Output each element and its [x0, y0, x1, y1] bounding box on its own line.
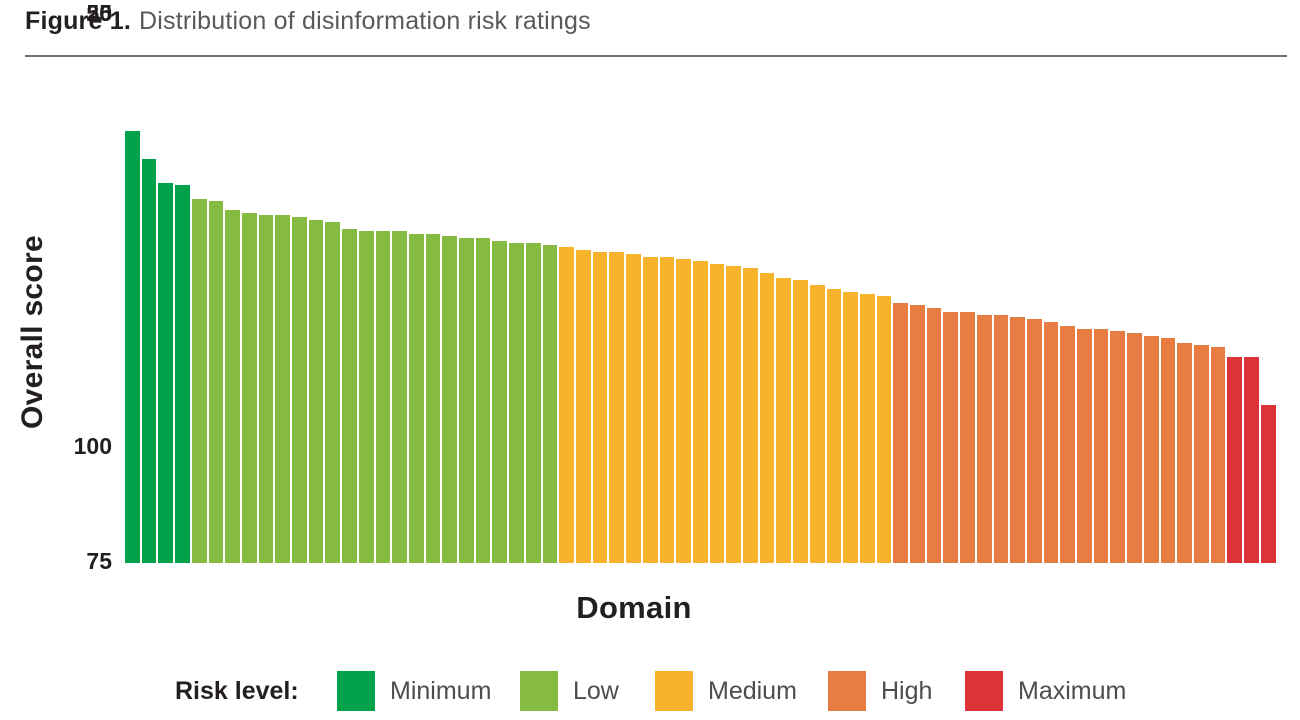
bar-low — [375, 231, 391, 563]
bar-low — [392, 231, 407, 563]
legend-swatch-low — [520, 671, 558, 711]
bar-low — [408, 234, 424, 563]
legend-swatch-maximum — [965, 671, 1003, 711]
bar-medium — [609, 252, 625, 563]
bar-low — [191, 199, 207, 563]
y-axis-label: Overall score — [16, 234, 49, 430]
bar-high — [1160, 338, 1176, 563]
bar-low — [475, 238, 491, 563]
bar-medium — [709, 264, 725, 563]
bar-low — [208, 201, 224, 563]
bar-medium — [793, 280, 808, 563]
risk-level-legend: Risk level: Minimum Low Medium High Maxi… — [0, 668, 1300, 714]
bar-low — [225, 210, 240, 563]
y-tick-100: 100 — [73, 433, 112, 459]
bar-medium — [776, 278, 792, 563]
legend-swatch-high — [828, 671, 866, 711]
bar-high — [1110, 331, 1126, 563]
legend-item-minimum: Minimum — [337, 668, 491, 714]
bar-medium — [743, 268, 758, 563]
figure-title: Figure 1. Distribution of disinformation … — [25, 7, 591, 36]
bar-high — [1043, 322, 1059, 563]
bar-low — [509, 243, 524, 563]
bar-high — [1010, 317, 1025, 563]
bar-high — [926, 308, 942, 563]
bar-low — [342, 229, 357, 563]
figure-label: Figure 1. — [25, 7, 131, 35]
legend-label-maximum: Maximum — [1018, 676, 1127, 705]
bar-high — [1177, 343, 1192, 563]
bar-minimum — [125, 131, 140, 563]
bar-high — [1093, 329, 1109, 563]
legend-title: Risk level: — [175, 677, 299, 705]
y-tick-0: 0 — [99, 0, 112, 26]
legend-label-high: High — [881, 676, 933, 705]
bar-medium — [876, 296, 892, 563]
bar-low — [442, 236, 458, 563]
bar-medium — [626, 254, 641, 563]
figure-caption: Distribution of disinformation risk rati… — [139, 7, 591, 35]
bar-low — [492, 241, 508, 563]
bar-maximum — [1244, 357, 1259, 563]
bar-high — [976, 315, 992, 563]
legend-item-maximum: Maximum — [965, 668, 1126, 714]
bar-high — [1194, 345, 1209, 563]
legend-item-low: Low — [520, 668, 619, 714]
title-divider — [25, 55, 1287, 57]
bar-low — [542, 245, 558, 563]
bar-high — [993, 315, 1009, 563]
x-axis-label: Domain — [576, 590, 692, 625]
bar-medium — [692, 261, 708, 563]
bar-high — [1143, 336, 1159, 563]
bar-high — [943, 312, 959, 563]
bar-medium — [859, 294, 875, 563]
bar-medium — [659, 257, 675, 563]
bar-high — [1060, 326, 1076, 563]
legend-swatch-medium — [655, 671, 693, 711]
bar-maximum — [1227, 357, 1243, 563]
bar-minimum — [175, 185, 190, 563]
bar-high — [1077, 329, 1092, 563]
bar-medium — [559, 247, 574, 563]
bar-low — [292, 217, 307, 563]
bar-medium — [575, 250, 591, 563]
y-tick-50: 50 — [86, 0, 112, 26]
bar-medium — [843, 292, 858, 563]
legend-label-low: Low — [573, 676, 619, 705]
bar-medium — [826, 289, 842, 563]
bar-low — [525, 243, 541, 563]
bar-plot-area — [125, 99, 1276, 563]
bar-medium — [642, 257, 658, 563]
legend-item-medium: Medium — [655, 668, 797, 714]
y-tick-25: 25 — [86, 0, 112, 26]
bar-medium — [726, 266, 742, 563]
legend-label-medium: Medium — [708, 676, 797, 705]
bar-low — [241, 213, 257, 563]
bar-low — [425, 234, 441, 563]
bar-medium — [759, 273, 775, 563]
bar-high — [1127, 333, 1142, 563]
bar-low — [358, 231, 374, 563]
bar-medium — [592, 252, 608, 563]
bar-low — [275, 215, 291, 563]
legend-label-minimum: Minimum — [390, 676, 492, 705]
legend-swatch-minimum — [337, 671, 375, 711]
bar-medium — [676, 259, 691, 563]
bar-maximum — [1260, 405, 1276, 563]
bar-low — [325, 222, 341, 563]
bar-minimum — [141, 159, 157, 563]
legend-item-high: High — [828, 668, 932, 714]
bar-medium — [809, 285, 825, 563]
bar-low — [308, 220, 324, 563]
bar-low — [459, 238, 474, 563]
bar-minimum — [158, 183, 174, 563]
bar-high — [1210, 347, 1226, 563]
bar-high — [910, 305, 925, 563]
y-tick-75: 75 — [86, 548, 112, 574]
bar-high — [893, 303, 909, 563]
bar-high — [960, 312, 975, 563]
bar-low — [258, 215, 274, 563]
bar-high — [1026, 319, 1042, 563]
